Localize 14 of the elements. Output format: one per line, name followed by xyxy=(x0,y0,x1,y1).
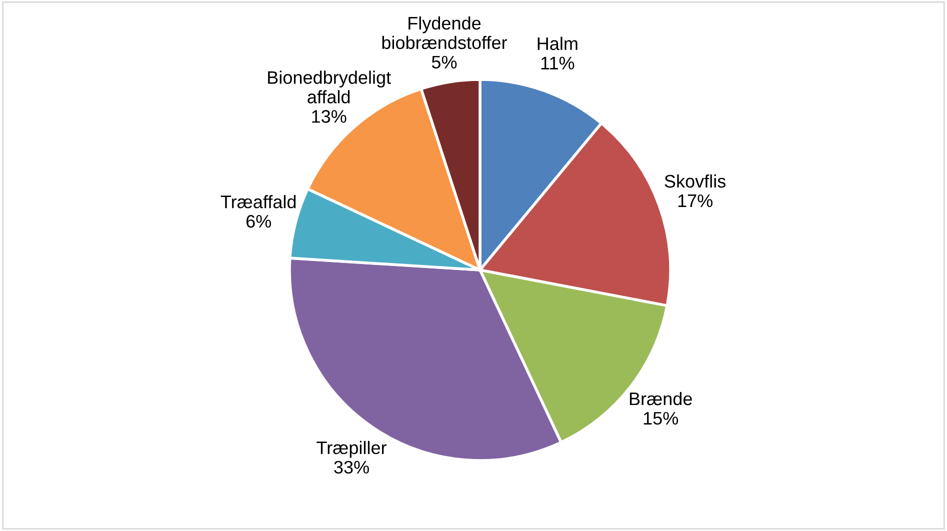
data-label: 6% xyxy=(246,214,272,228)
data-label: 17% xyxy=(678,194,712,208)
data-label: 5% xyxy=(432,56,457,69)
data-label: 15% xyxy=(644,412,678,425)
slice-label: Bionedbrydeligt affald xyxy=(268,70,391,104)
slice-label: Skovflis xyxy=(664,174,726,188)
slice-label: Brænde xyxy=(630,392,692,406)
slice-label: Træpiller xyxy=(316,440,386,458)
data-label: 33% xyxy=(334,460,369,474)
slice-label: Træaffald xyxy=(220,195,296,208)
data-label: 11% xyxy=(541,56,574,70)
slice-label: Halm xyxy=(538,36,578,50)
slice-label: Flydende biobrændstoffer xyxy=(382,16,508,50)
data-label: 13% xyxy=(312,110,346,123)
